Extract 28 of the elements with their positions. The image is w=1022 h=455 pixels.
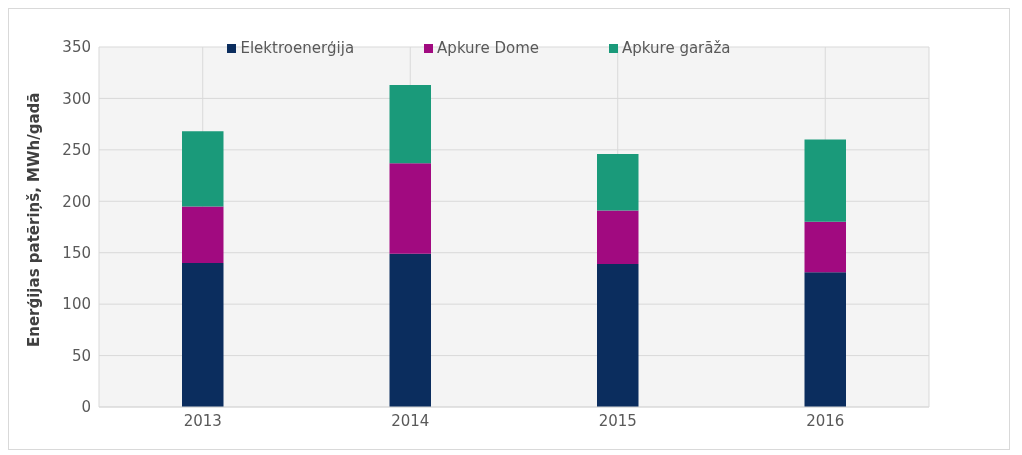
y-tick-label: 100 [62,295,91,314]
y-tick-label: 200 [62,192,91,211]
bar [182,263,224,407]
legend-label: Apkure garāža [621,39,731,57]
x-tick-label: 2015 [598,411,637,430]
y-axis-title: Enerģijas patēriņš, MWh/gadā [25,92,44,347]
y-tick-label: 150 [62,244,91,263]
y-tick-label: 250 [62,141,91,160]
x-tick-label: 2013 [183,411,222,430]
bar [804,221,846,273]
y-tick-label: 0 [81,398,91,417]
bar [182,131,224,207]
y-tick-label: 300 [62,89,91,108]
bar [597,264,639,407]
bar [182,206,224,263]
x-tick-label: 2014 [391,411,430,430]
y-tick-label: 350 [62,38,91,57]
bar [389,85,431,164]
legend-label: Apkure Dome [436,39,540,57]
bar [389,163,431,254]
bar [804,139,846,222]
x-tick-label: 2016 [806,411,845,430]
legend-label: Elektroenerģija [239,39,355,57]
bar [597,153,639,211]
bar [597,210,639,265]
y-tick-label: 50 [71,346,91,365]
bar [804,272,846,407]
bar [389,253,431,407]
